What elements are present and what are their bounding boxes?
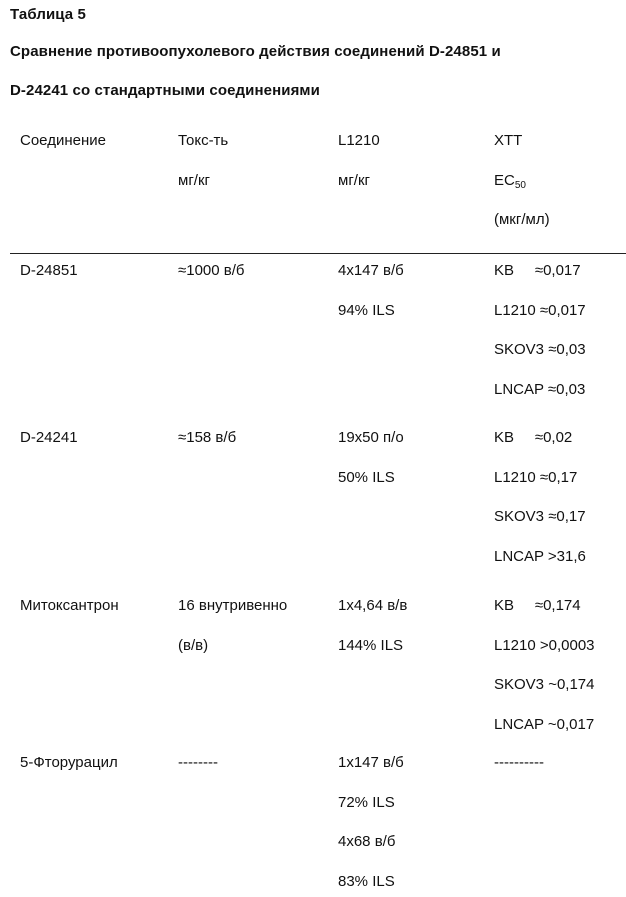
- cell-l1210-line: 19x50 п/о: [338, 429, 404, 447]
- cell-xtt-line: KB ≈0,174: [494, 597, 581, 615]
- table-label: Таблица 5: [10, 6, 86, 23]
- cell-xtt-line: SKOV3 ~0,174: [494, 676, 595, 694]
- header-tox: Токс-ть: [178, 132, 228, 150]
- cell-xtt-line: SKOV3 ≈0,03: [494, 341, 586, 359]
- cell-tox-line: 16 внутривенно: [178, 597, 287, 615]
- cell-l1210-line: 1x147 в/б: [338, 754, 404, 772]
- cell-l1210-line: 4x147 в/б: [338, 262, 404, 280]
- cell-l1210-line: 144% ILS: [338, 637, 403, 655]
- cell-l1210-line: 1x4,64 в/в: [338, 597, 407, 615]
- header-tox-unit: мг/кг: [178, 172, 210, 190]
- header-ec: EC: [494, 172, 515, 189]
- cell-xtt-line: ----------: [494, 754, 544, 772]
- cell-xtt-line: LNCAP ~0,017: [494, 716, 594, 734]
- cell-compound: Митоксантрон: [20, 597, 119, 615]
- header-ec-sub: 50: [515, 180, 526, 191]
- cell-xtt-line: L1210 >0,0003: [494, 637, 595, 655]
- cell-tox-line: ≈158 в/б: [178, 429, 236, 447]
- header-l1210: L1210: [338, 132, 380, 150]
- cell-tox-line: --------: [178, 754, 218, 772]
- header-xtt-unit: (мкг/мл): [494, 211, 550, 229]
- cell-l1210-line: 72% ILS: [338, 794, 395, 812]
- cell-xtt-line: KB ≈0,017: [494, 262, 581, 280]
- cell-xtt-line: L1210 ≈0,17: [494, 469, 577, 487]
- cell-xtt-line: L1210 ≈0,017: [494, 302, 586, 320]
- cell-xtt-line: LNCAP >31,6: [494, 548, 586, 566]
- cell-l1210-line: 50% ILS: [338, 469, 395, 487]
- cell-tox-line: (в/в): [178, 637, 208, 655]
- header-compound: Соединение: [20, 132, 106, 150]
- cell-xtt-line: LNCAP ≈0,03: [494, 381, 585, 399]
- header-divider: [10, 253, 626, 254]
- cell-tox-line: ≈1000 в/б: [178, 262, 245, 280]
- cell-l1210-line: 4x68 в/б: [338, 833, 395, 851]
- cell-xtt-line: KB ≈0,02: [494, 429, 572, 447]
- cell-l1210-line: 83% ILS: [338, 873, 395, 891]
- cell-compound: D-24241: [20, 429, 78, 447]
- header-ec50: EC50: [494, 172, 526, 195]
- cell-compound: 5-Фторурацил: [20, 754, 118, 772]
- table-title-line-1: Сравнение противоопухолевого действия со…: [10, 43, 501, 60]
- header-l1210-unit: мг/кг: [338, 172, 370, 190]
- table-title-line-2: D-24241 со стандартными соединениями: [10, 82, 320, 99]
- cell-l1210-line: 94% ILS: [338, 302, 395, 320]
- header-xtt: XTT: [494, 132, 522, 150]
- cell-xtt-line: SKOV3 ≈0,17: [494, 508, 586, 526]
- cell-compound: D-24851: [20, 262, 78, 280]
